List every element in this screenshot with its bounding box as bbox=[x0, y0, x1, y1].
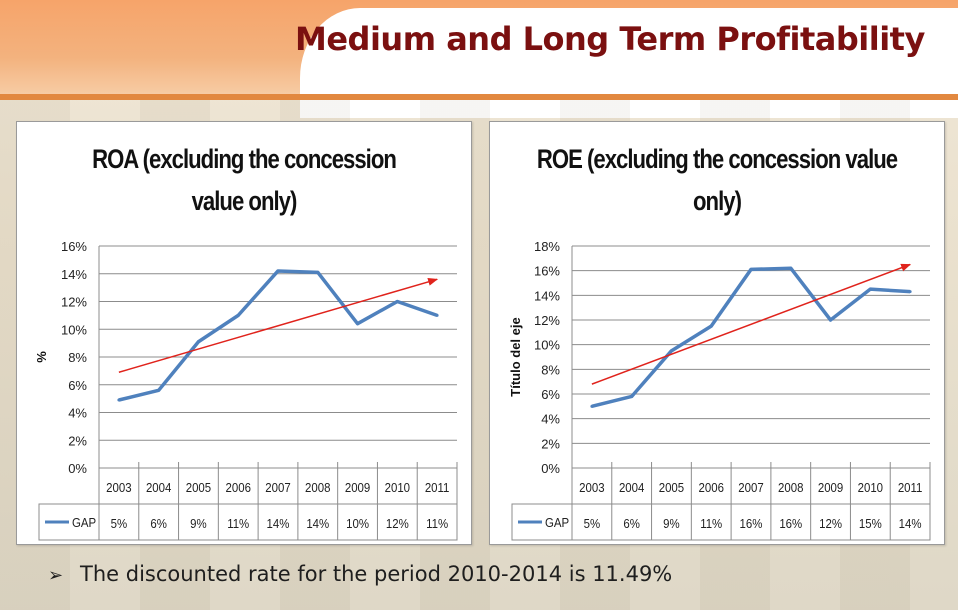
y-tick-label: 2% bbox=[68, 433, 87, 448]
series-line-gap bbox=[118, 269, 438, 402]
y-tick-label: 14% bbox=[61, 267, 87, 282]
y-tick-label: 12% bbox=[61, 295, 87, 310]
roa-chart-panel: ROA (excluding the concession value only)… bbox=[16, 121, 472, 545]
x-category-label: 2005 bbox=[186, 480, 212, 495]
x-category-label: 2005 bbox=[659, 480, 685, 495]
series-point-gap bbox=[868, 287, 872, 291]
x-category-label: 2011 bbox=[898, 480, 923, 495]
title-banner-rule bbox=[0, 94, 958, 100]
data-table-value: 5% bbox=[584, 516, 601, 531]
trend-arrow bbox=[118, 277, 439, 373]
chart-title-line: ROA (excluding the concession bbox=[92, 145, 396, 175]
roe-chart-panel: ROE (excluding the concession value only)… bbox=[489, 121, 945, 545]
series-point-gap bbox=[435, 313, 439, 317]
data-table-value: 6% bbox=[623, 516, 640, 531]
roe-chart: ROE (excluding the concession value only)… bbox=[508, 145, 931, 541]
series-point-gap bbox=[236, 313, 240, 317]
trend-arrow bbox=[591, 263, 912, 385]
y-tick-label: 14% bbox=[534, 288, 560, 303]
data-table-value: 16% bbox=[779, 516, 802, 531]
x-category-label: 2008 bbox=[778, 480, 804, 495]
series-point-gap bbox=[908, 290, 912, 294]
legend-label-gap: GAP bbox=[545, 515, 569, 530]
data-table-value: 11% bbox=[700, 516, 722, 531]
data-table-value: 12% bbox=[386, 516, 409, 531]
series-point-gap bbox=[276, 269, 280, 273]
y-tick-label: 10% bbox=[534, 338, 560, 353]
y-tick-label: 8% bbox=[68, 350, 87, 365]
data-table-value: 16% bbox=[740, 516, 763, 531]
data-table-value: 14% bbox=[267, 516, 290, 531]
series-point-gap bbox=[630, 394, 634, 398]
roa-chart: ROA (excluding the concession value only)… bbox=[34, 145, 458, 541]
y-tick-label: 2% bbox=[541, 436, 560, 451]
series-point-gap bbox=[157, 388, 161, 392]
series-point-gap bbox=[316, 270, 320, 274]
y-tick-label: 4% bbox=[541, 412, 560, 427]
x-category-label: 2010 bbox=[385, 480, 411, 495]
y-tick-label: 4% bbox=[68, 406, 87, 421]
y-tick-label: 0% bbox=[541, 461, 560, 476]
series-point-gap bbox=[829, 318, 833, 322]
legend-label-gap: GAP bbox=[72, 515, 96, 530]
series-point-gap bbox=[789, 266, 793, 270]
x-category-label: 2009 bbox=[345, 480, 371, 495]
data-table-value: 10% bbox=[346, 516, 369, 531]
y-tick-label: 16% bbox=[534, 264, 560, 279]
data-table-value: 6% bbox=[150, 516, 167, 531]
data-table-value: 9% bbox=[190, 516, 207, 531]
y-tick-label: 12% bbox=[534, 313, 560, 328]
y-tick-label: 18% bbox=[534, 239, 560, 254]
data-table-value: 14% bbox=[306, 516, 329, 531]
data-table-value: 11% bbox=[227, 516, 249, 531]
series-point-gap bbox=[395, 300, 399, 303]
x-category-label: 2003 bbox=[579, 480, 605, 495]
x-category-label: 2007 bbox=[265, 480, 291, 495]
y-tick-label: 8% bbox=[541, 362, 560, 377]
y-tick-label: 6% bbox=[68, 378, 87, 393]
y-tick-label: 10% bbox=[61, 322, 87, 337]
series-point-gap bbox=[356, 322, 360, 326]
x-category-label: 2011 bbox=[425, 480, 450, 495]
series-line-gap bbox=[591, 266, 911, 409]
y-tick-label: 6% bbox=[541, 387, 560, 402]
series-point-gap bbox=[590, 404, 594, 408]
x-category-label: 2006 bbox=[699, 480, 725, 495]
series-point-gap bbox=[669, 349, 673, 353]
data-table-value: 5% bbox=[111, 516, 128, 531]
x-category-label: 2004 bbox=[146, 480, 172, 495]
chart-title-line: value only) bbox=[192, 187, 297, 217]
series-point-gap bbox=[749, 267, 753, 271]
x-category-label: 2006 bbox=[226, 480, 252, 495]
y-axis-label: % bbox=[34, 351, 49, 363]
footnote: ➢ The discounted rate for the period 2010… bbox=[48, 562, 672, 586]
y-tick-label: 0% bbox=[68, 461, 87, 476]
slide-title: Medium and Long Term Profitability bbox=[295, 20, 925, 58]
x-category-label: 2010 bbox=[858, 480, 884, 495]
series-point-gap bbox=[196, 340, 200, 344]
data-table-value: 15% bbox=[859, 516, 882, 531]
footnote-text: The discounted rate for the period 2010-… bbox=[80, 562, 673, 586]
data-table-value: 11% bbox=[426, 516, 448, 531]
x-category-label: 2009 bbox=[818, 480, 844, 495]
data-table-value: 9% bbox=[663, 516, 680, 531]
chart-title-line: ROE (excluding the concession value bbox=[537, 145, 898, 175]
y-axis-label: Título del eje bbox=[508, 317, 523, 396]
data-table-value: 12% bbox=[819, 516, 842, 531]
data-table-value: 14% bbox=[899, 516, 922, 531]
series-point-gap bbox=[709, 324, 713, 328]
bullet-arrow-icon: ➢ bbox=[48, 565, 64, 586]
y-tick-label: 16% bbox=[61, 239, 87, 254]
series-point-gap bbox=[117, 398, 121, 402]
x-category-label: 2008 bbox=[305, 480, 331, 495]
x-category-label: 2004 bbox=[619, 480, 645, 495]
x-category-label: 2003 bbox=[106, 480, 132, 495]
x-category-label: 2007 bbox=[738, 480, 764, 495]
chart-title-line: only) bbox=[693, 187, 741, 217]
